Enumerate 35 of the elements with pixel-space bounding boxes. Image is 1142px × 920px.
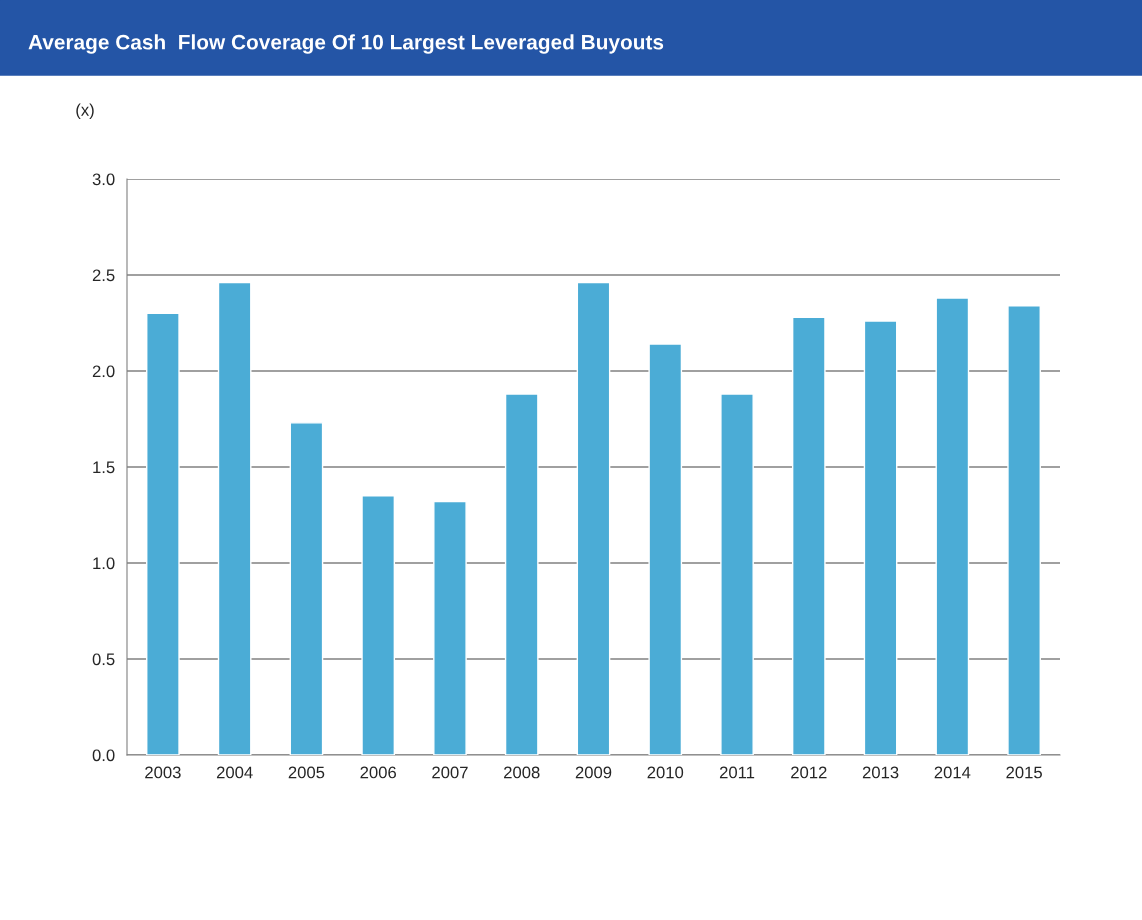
x-tick-label: 2007 xyxy=(432,766,468,779)
x-tick-label: 2013 xyxy=(862,766,899,779)
y-tick-label: 0.0 xyxy=(92,749,115,762)
bar xyxy=(1007,305,1041,755)
x-tick-label: 2008 xyxy=(504,766,540,779)
x-tick-label: 2010 xyxy=(647,766,684,779)
bar xyxy=(791,316,826,755)
chart-title: Average Cash Flow Coverage Of 10 Largest Leveraged Buyouts xyxy=(28,34,664,54)
x-tick-label: 2005 xyxy=(288,766,325,779)
bar xyxy=(504,393,539,755)
bar xyxy=(217,281,252,755)
x-tick-label: 2006 xyxy=(360,766,396,779)
x-tick-label: 2009 xyxy=(575,766,612,779)
bar xyxy=(361,495,396,755)
bar xyxy=(576,281,611,755)
bar xyxy=(863,320,898,755)
bar xyxy=(935,297,970,755)
y-tick-label: 0.5 xyxy=(92,653,115,666)
x-tick-label: 2015 xyxy=(1006,766,1042,779)
y-tick-label: 1.0 xyxy=(93,557,115,570)
bar xyxy=(289,422,324,755)
x-tick-label: 2003 xyxy=(145,766,181,779)
x-tick-label: 2011 xyxy=(719,766,755,779)
x-tick-label: 2012 xyxy=(791,766,827,779)
x-tick-label: 2004 xyxy=(216,766,253,779)
bar xyxy=(648,343,683,755)
bar xyxy=(720,393,754,755)
y-tick-label: 1.5 xyxy=(93,461,115,474)
y-tick-label: 2.5 xyxy=(92,269,115,282)
y-axis-title: (x) xyxy=(76,103,94,120)
x-tick-label: 2014 xyxy=(934,766,971,779)
y-tick-label: 2.0 xyxy=(92,365,115,378)
bar xyxy=(146,312,180,755)
y-tick-label: 3.0 xyxy=(92,173,115,186)
bar xyxy=(433,500,467,755)
